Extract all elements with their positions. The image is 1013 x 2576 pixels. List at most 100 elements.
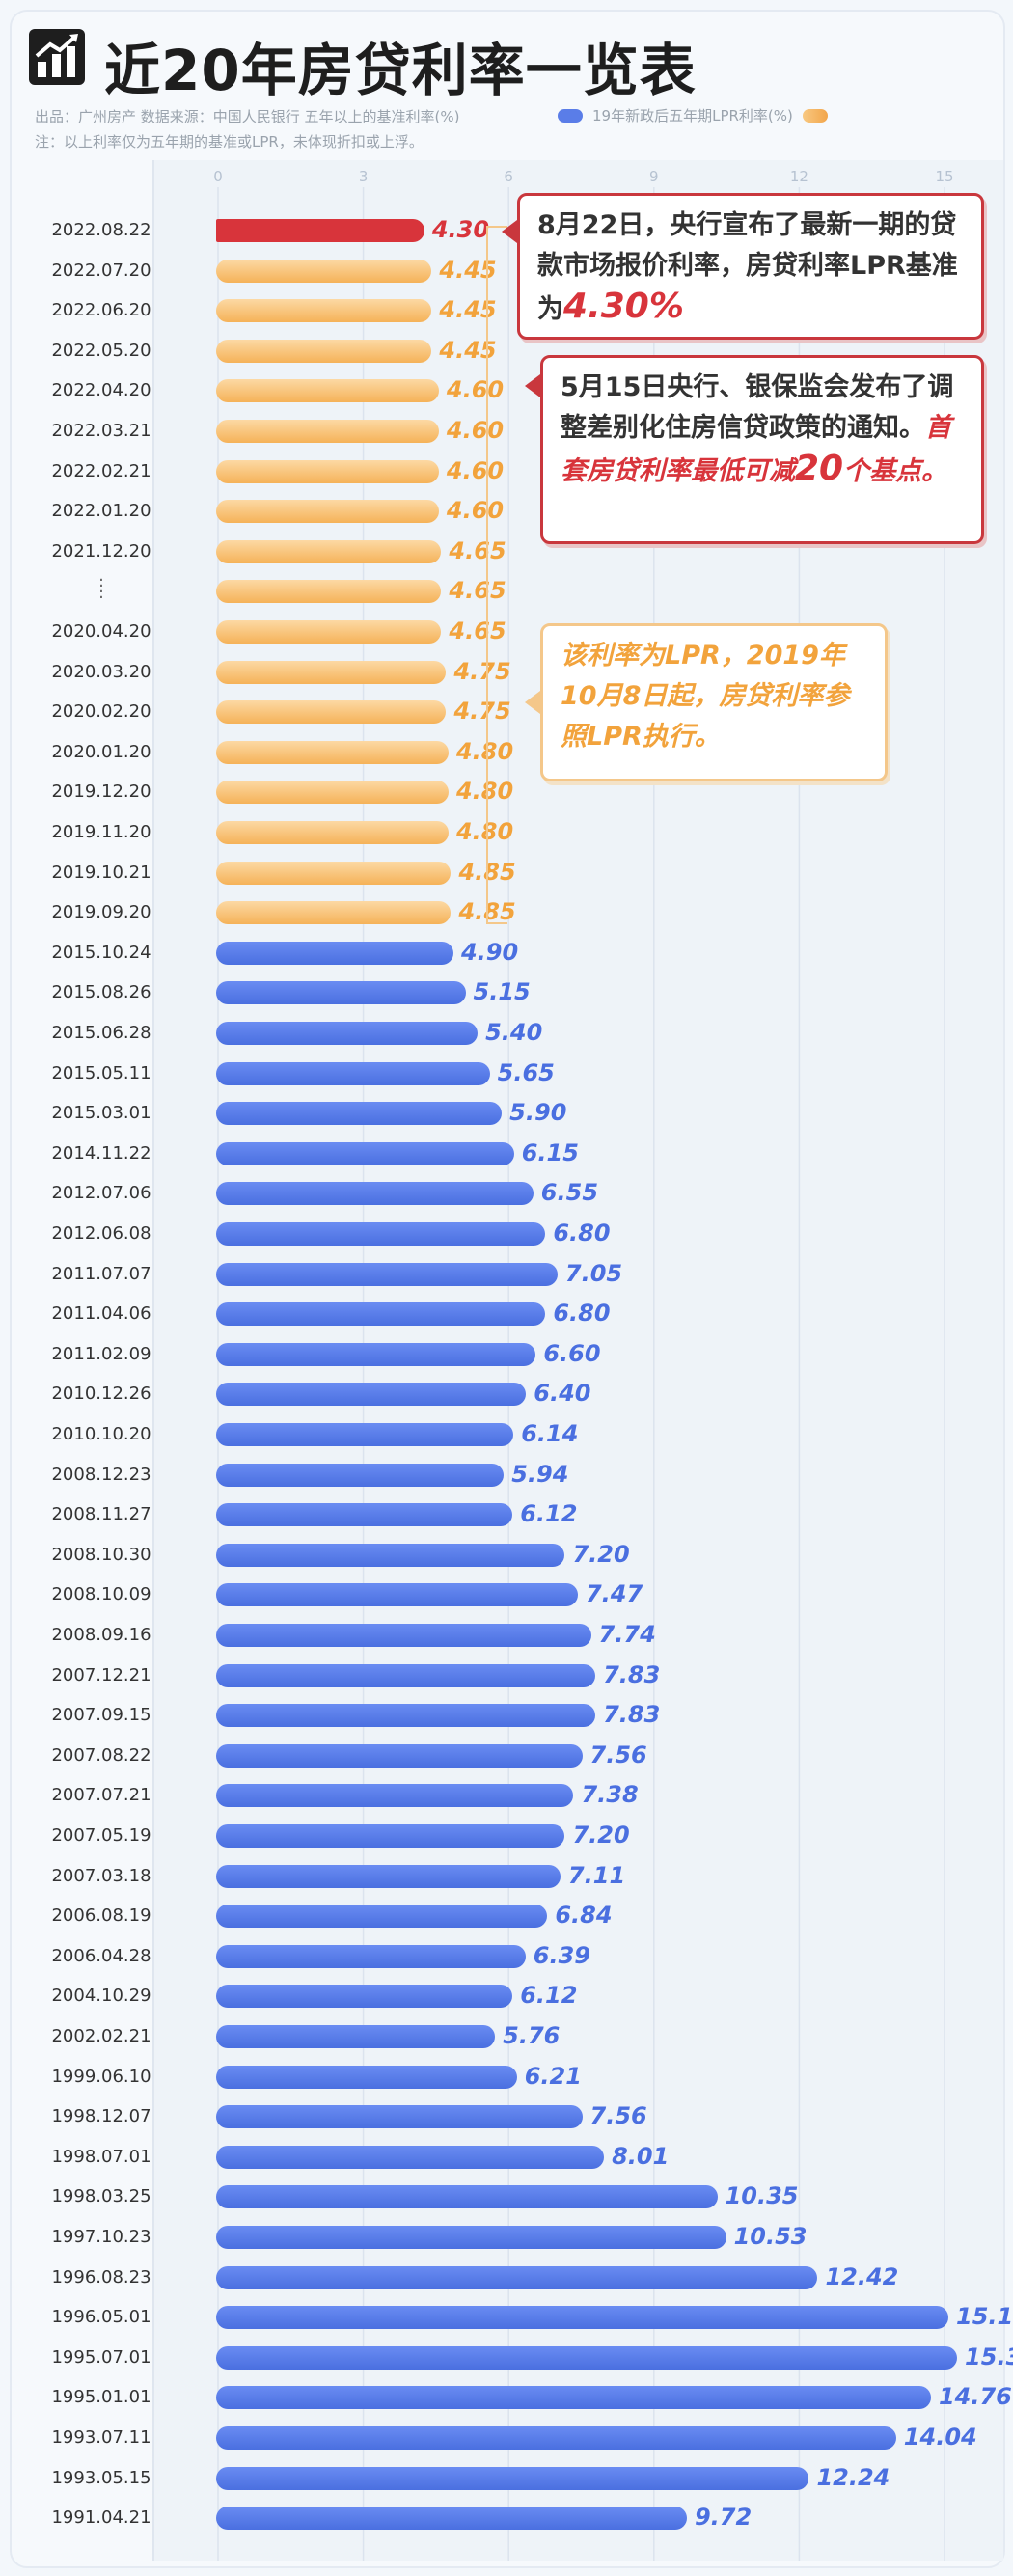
lpr-bracket xyxy=(486,226,507,924)
callout-latest-pointer xyxy=(502,220,517,243)
bar-value-label: 6.14 xyxy=(521,1420,579,1447)
category-label: 2022.05.20 xyxy=(51,340,151,361)
bar-value-label: 7.20 xyxy=(572,1822,630,1849)
bar xyxy=(216,2105,583,2129)
category-label: 2020.01.20 xyxy=(51,741,151,762)
callout-policy-text: 5月15日央行、银保监会发布了调整差别化住房信贷政策的通知。 xyxy=(561,372,954,443)
category-label: 2015.08.26 xyxy=(51,982,151,1003)
bar-value-label: 5.76 xyxy=(503,2022,561,2049)
category-label: 2007.12.21 xyxy=(51,1664,151,1685)
x-tick-label: 6 xyxy=(504,168,513,185)
category-label: 2008.10.09 xyxy=(51,1584,151,1605)
category-label: 2008.09.16 xyxy=(51,1625,151,1645)
bar-value-label: 7.47 xyxy=(585,1580,643,1608)
x-tick-label: 12 xyxy=(790,168,808,185)
category-label: 2020.02.20 xyxy=(51,701,151,723)
category-label: 2020.04.20 xyxy=(51,621,151,642)
legend-lpr-label: 19年新政后五年期LPR利率(%) xyxy=(592,107,793,124)
bar xyxy=(216,259,432,283)
bar-value-label: 5.94 xyxy=(511,1460,569,1488)
bar xyxy=(216,1061,490,1085)
bar-value-label: 6.80 xyxy=(553,1300,611,1328)
category-label: 2011.02.09 xyxy=(51,1343,151,1364)
category-label: 2012.06.08 xyxy=(51,1223,151,1244)
callout-policy-highlight-a: 首套房贷利率最低可减 xyxy=(561,413,951,486)
category-label: 2008.11.27 xyxy=(51,1504,151,1525)
callout-lpr-pointer xyxy=(525,691,540,714)
bar xyxy=(216,500,439,524)
category-label: 2021.12.20 xyxy=(51,540,151,562)
category-label: 2022.06.20 xyxy=(51,300,151,321)
bar xyxy=(216,2226,726,2249)
category-label: 1991.04.21 xyxy=(51,2507,151,2529)
header: 近20年房贷利率一览表 出品：广州房产 数据来源：中国人民银行 五年以上的基准利… xyxy=(29,17,984,154)
legend-lpr: 19年新政后五年期LPR利率(%) xyxy=(558,105,837,125)
callout-lpr-text: 该利率为LPR，2019年10月8日起，房贷利率参照LPR执行。 xyxy=(561,641,850,752)
bar-value-label: 7.05 xyxy=(564,1259,623,1287)
bar xyxy=(216,2025,496,2048)
ellipsis-marker: · · · · xyxy=(98,570,104,609)
bar xyxy=(216,861,452,885)
bar-chart-icon xyxy=(29,29,85,85)
bar xyxy=(216,2426,896,2450)
category-label: 2007.03.18 xyxy=(51,1865,151,1886)
bar-value-label: 7.38 xyxy=(581,1781,639,1809)
bar-value-label: 4.60 xyxy=(446,497,505,525)
bar-value-label: 6.84 xyxy=(555,1902,613,1930)
bar xyxy=(216,941,453,965)
bar xyxy=(216,1624,591,1647)
bar-value-label: 7.83 xyxy=(603,1701,661,1729)
bar-value-label: 15.30 xyxy=(965,2343,1013,2370)
category-label: 1993.05.15 xyxy=(51,2467,151,2488)
bar-value-label: 7.83 xyxy=(603,1660,661,1688)
bar xyxy=(216,1543,565,1567)
x-tick-label: 3 xyxy=(359,168,369,185)
legend-benchmark-swatch xyxy=(558,108,583,123)
bar xyxy=(216,1182,534,1206)
category-label: 2007.07.21 xyxy=(51,1785,151,1806)
category-label: 1998.07.01 xyxy=(51,2146,151,2167)
bar-value-label: 5.90 xyxy=(509,1099,567,1127)
category-label: 1995.01.01 xyxy=(51,2387,151,2408)
category-label: 2010.12.26 xyxy=(51,1384,151,1405)
callout-latest-text: 8月22日，央行宣布了最新一期的贷款市场报价利率，房贷利率LPR基准为 xyxy=(537,210,958,324)
category-label: 2022.08.22 xyxy=(51,220,151,240)
bar-value-label: 6.15 xyxy=(521,1138,579,1166)
category-label: 2015.10.24 xyxy=(51,942,151,963)
x-tick-label: 9 xyxy=(649,168,659,185)
category-label: 2022.04.20 xyxy=(51,380,151,401)
bar xyxy=(216,981,466,1005)
source-line: 出品：广州房产 数据来源：中国人民银行 五年以上的基准利率(%) xyxy=(35,108,460,125)
bar xyxy=(216,2345,958,2370)
bar xyxy=(216,1944,526,1968)
bar-value-label: 7.11 xyxy=(567,1861,626,1889)
bar-value-label: 4.60 xyxy=(446,376,505,404)
bar-value-label: 4.80 xyxy=(455,778,514,806)
category-label: 1998.12.07 xyxy=(51,2106,151,2127)
category-label: 2022.01.20 xyxy=(51,501,151,522)
bar xyxy=(216,1141,514,1165)
category-label: 2019.12.20 xyxy=(51,781,151,803)
bar-value-label: 4.60 xyxy=(446,456,505,484)
bar-value-label: 4.90 xyxy=(460,938,519,966)
bar xyxy=(216,339,432,363)
category-label: 2015.05.11 xyxy=(51,1062,151,1083)
legend-lpr-swatch xyxy=(802,108,828,123)
note-line: 注：以上利率仅为五年期的基准或LPR，未体现折扣或上浮。 xyxy=(35,133,424,151)
bar xyxy=(216,1383,527,1407)
category-label: 2010.10.20 xyxy=(51,1424,151,1444)
bar-value-label: 14.76 xyxy=(938,2383,1012,2411)
bar-value-label: 6.12 xyxy=(520,1500,578,1528)
bar xyxy=(216,1262,558,1286)
bar-value-label: 4.75 xyxy=(453,657,511,685)
bar xyxy=(216,781,449,805)
bar-value-label: 8.01 xyxy=(612,2142,670,2170)
category-label: 2020.03.20 xyxy=(51,661,151,682)
category-label: 2014.11.22 xyxy=(51,1142,151,1164)
bar xyxy=(216,1784,574,1808)
bar-value-label: 7.20 xyxy=(572,1540,630,1568)
page-title: 近20年房贷利率一览表 xyxy=(104,38,697,103)
bar-value-label: 5.40 xyxy=(485,1019,543,1046)
bar-value-label: 4.80 xyxy=(455,818,514,845)
category-label: 2007.09.15 xyxy=(51,1705,151,1726)
